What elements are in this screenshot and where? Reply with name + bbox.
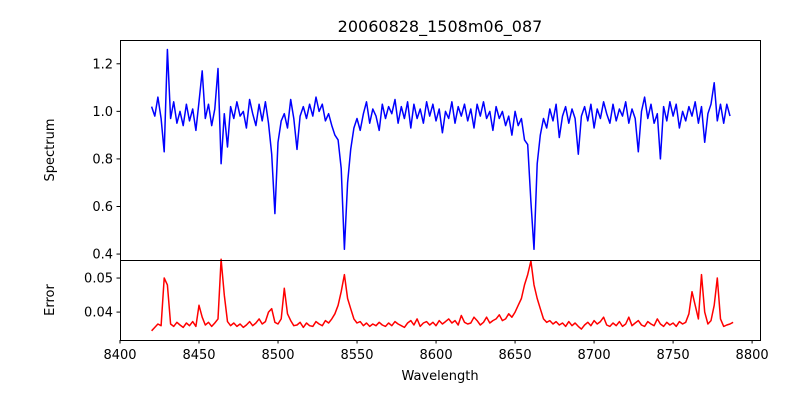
spectrum-axes-frame [120,40,761,261]
y-axis-label-spectrum: Spectrum [43,119,58,182]
y-tick-label: 0.04 [84,306,113,321]
x-tick-label: 8800 [736,348,769,363]
error-line [151,258,734,332]
y-tick-label: 1.2 [92,57,113,72]
y-tick-label: 1.0 [92,105,113,120]
x-tick-label: 8500 [261,348,294,363]
x-tick-label: 8750 [657,348,690,363]
y-tick-label: 0.8 [92,152,113,167]
y-tick-label: 0.4 [92,248,113,263]
chart-title: 20060828_1508m06_087 [338,17,543,37]
spectrum-line [150,48,731,251]
y-tick-label: 0.05 [84,272,113,287]
error-axes-frame [120,260,761,341]
x-tick-label: 8550 [340,348,373,363]
x-tick-label: 8700 [578,348,611,363]
y-tick-label: 0.6 [92,200,113,215]
x-tick-label: 8650 [499,348,532,363]
x-tick-label: 8400 [103,348,136,363]
x-axis-label: Wavelength [401,369,478,384]
y-axis-label-error: Error [43,284,58,316]
x-tick-label: 8600 [420,348,453,363]
x-tick-label: 8450 [182,348,215,363]
